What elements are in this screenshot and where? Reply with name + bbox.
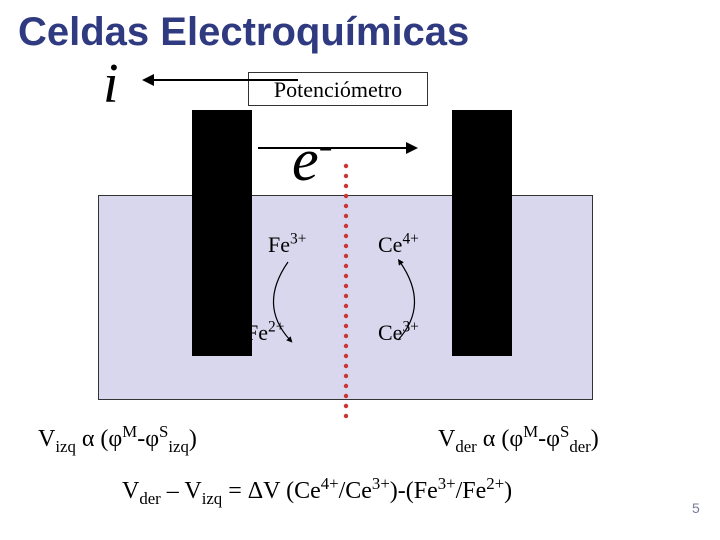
fe2-sup: 2+ [268,319,284,336]
potentiometer-box: Potenciómetro [248,72,428,106]
vright-S: S [560,422,569,441]
dv-end: ) [504,478,512,504]
dv-mid2: )-(Fe [390,478,438,504]
v-right-equation: Vder α (φM-φSder) [438,426,599,453]
slide-title: Celdas Electroquímicas [18,10,469,55]
species-ce4: Ce4+ [378,232,419,258]
ce3-sup: 3+ [402,319,418,336]
vleft-sub1: izq [55,437,76,456]
delta-v-equation: Vder – Vizq = ΔV (Ce4+/Ce3+)-(Fe3+/Fe2+) [122,478,512,505]
vleft-alpha: α (φ [76,426,122,452]
vleft-mid: -φ [137,426,159,452]
dv-s2: /Fe [456,478,487,504]
species-fe2: Fe2+ [246,320,284,346]
dv-minus: – V [161,478,202,504]
vright-M: M [523,422,538,441]
dv-V1: V [122,478,139,504]
vleft-V: V [38,426,55,452]
vright-V: V [438,426,455,452]
ce4-sup: 4+ [402,231,418,248]
vleft-S: S [159,422,168,441]
dv-ce3: 3+ [372,474,390,493]
vleft-suf: ) [189,426,197,452]
electron-charge: - [319,123,333,169]
dv-fe2: 2+ [486,474,504,493]
vleft-sub2: izq [168,437,189,456]
slide-number: 5 [692,500,700,516]
dv-fe3: 3+ [438,474,456,493]
ce4-text: Ce [378,232,402,257]
vright-sub2: der [569,437,590,456]
dv-der: der [139,489,160,508]
right-electrode [452,110,512,356]
vright-suf: ) [591,426,599,452]
fe3-sup: 3+ [290,231,306,248]
dv-s1: /Ce [339,478,372,504]
cell-container [98,195,593,400]
electron-symbol: e- [292,126,333,195]
vright-mid: -φ [538,426,560,452]
ce3-text: Ce [378,320,402,345]
fe2-text: Fe [246,320,268,345]
current-symbol: i [103,52,119,116]
species-ce3: Ce3+ [378,320,419,346]
dv-ce4: 4+ [321,474,339,493]
left-electrode [192,110,252,356]
vright-alpha: α (φ [477,426,523,452]
v-left-equation: Vizq α (φM-φSizq) [38,426,197,453]
potentiometer-label: Potenciómetro [274,77,402,102]
electron-letter: e [292,127,319,193]
dv-izq: izq [202,489,223,508]
slide-root: Celdas Electroquímicas i Potenciómetro e… [0,0,720,540]
vleft-M: M [122,422,137,441]
vright-sub1: der [455,437,476,456]
fe3-text: Fe [268,232,290,257]
species-fe3: Fe3+ [268,232,306,258]
dv-eq: = ΔV (Ce [222,478,321,504]
